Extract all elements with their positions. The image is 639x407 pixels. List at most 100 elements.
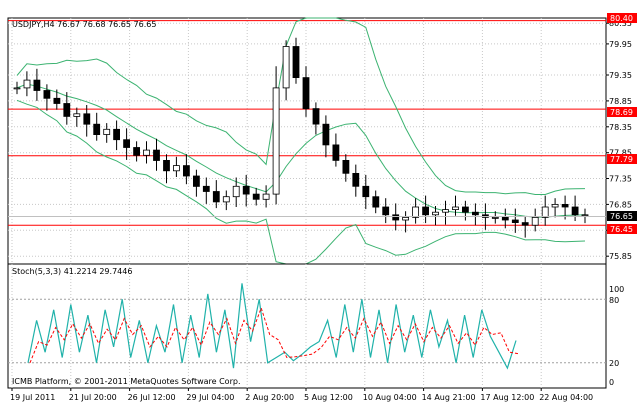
stochastic-signal-line <box>29 306 519 363</box>
svg-text:0: 0 <box>609 378 614 387</box>
candle-body <box>242 185 250 195</box>
stochastic-scale: 100 80 20 0 <box>609 285 624 387</box>
svg-text:76.65: 76.65 <box>610 212 633 221</box>
candle-body <box>73 113 81 117</box>
band-middle <box>16 83 586 218</box>
candle-body <box>252 193 260 200</box>
candle-body <box>83 113 91 125</box>
symbol-header: USDJPY,H4 76.67 76.68 76.65 76.65 <box>12 20 156 29</box>
svg-text:100: 100 <box>609 285 624 294</box>
time-tick-label: 17 Aug 12:00 <box>480 393 534 402</box>
candle-body <box>551 203 559 208</box>
candle-body <box>511 219 519 223</box>
candle-body <box>352 172 360 187</box>
candle-body <box>342 159 350 174</box>
time-tick-label: 14 Aug 21:00 <box>422 393 476 402</box>
candle-body <box>53 97 61 104</box>
candle-body <box>262 193 270 200</box>
candle-body <box>521 222 529 226</box>
candle-body <box>571 206 579 216</box>
candle-body <box>501 216 509 221</box>
candle-body <box>531 216 539 226</box>
price-tick-label: 78.85 <box>609 97 632 106</box>
candle-body <box>222 196 230 203</box>
candle-body <box>153 149 160 161</box>
candle-body <box>292 46 300 79</box>
price-tick-label: 77.85 <box>609 149 632 158</box>
candle-body <box>282 46 290 89</box>
candle-body <box>272 87 280 195</box>
svg-text:76.45: 76.45 <box>610 225 633 234</box>
candle-body <box>202 185 210 192</box>
candle-body <box>302 77 310 110</box>
price-tick-label: 78.35 <box>609 123 632 132</box>
price-tick-label: 79.35 <box>609 71 632 80</box>
candle-body <box>362 185 370 198</box>
time-tick-label: 10 Aug 04:00 <box>363 393 417 402</box>
candle-body <box>163 159 170 172</box>
candle-body <box>312 108 320 125</box>
candle-body <box>212 191 220 203</box>
time-tick-label: 19 Jul 2011 <box>10 393 55 402</box>
candle-body <box>33 79 41 91</box>
candle-body <box>43 90 51 99</box>
time-tick-label: 21 Jul 20:00 <box>69 393 117 402</box>
stochastic-main-line <box>27 283 517 370</box>
price-marker-l3: 76.45 <box>607 224 637 234</box>
candle-body <box>432 211 439 216</box>
svg-text:77.79: 77.79 <box>610 155 633 164</box>
candle-body <box>452 206 459 210</box>
price-marker-l2: 77.79 <box>607 154 637 164</box>
price-tick-label: 77.35 <box>609 175 632 184</box>
main-chart-panel[interactable] <box>7 17 607 265</box>
time-tick-label: 26 Jul 12:00 <box>128 393 176 402</box>
candle-body <box>392 214 400 221</box>
candle-body <box>561 203 569 208</box>
candle-body <box>491 216 499 219</box>
svg-text:80.40: 80.40 <box>610 14 633 23</box>
price-tick-label: 79.95 <box>609 40 632 49</box>
time-axis: 19 Jul 2011 21 Jul 20:00 26 Jul 12:00 29 Ju… <box>10 388 593 402</box>
price-tick-label: 80.35 <box>609 19 632 28</box>
candle-body <box>93 123 101 135</box>
horizontal-level-lines <box>8 20 606 226</box>
candle-body <box>402 216 410 221</box>
candle-body <box>471 211 479 216</box>
copyright-text: ICMB Platform, © 2001-2011 MetaQuotes So… <box>12 377 241 386</box>
candle-body <box>382 206 390 216</box>
candle-body <box>182 165 190 177</box>
stochastic-panel[interactable] <box>7 263 607 389</box>
svg-text:78.69: 78.69 <box>610 108 633 117</box>
band-upper <box>16 17 586 195</box>
time-tick-label: 29 Jul 04:00 <box>186 393 234 402</box>
time-tick-label: 5 Aug 12:00 <box>304 393 353 402</box>
candle-body <box>442 209 449 213</box>
svg-text:20: 20 <box>609 359 619 368</box>
candle-body <box>103 128 111 135</box>
candle-body <box>63 103 71 117</box>
candle-body <box>192 175 200 187</box>
candle-body <box>133 147 141 156</box>
candle-body <box>143 149 150 156</box>
candle-body <box>232 185 240 198</box>
price-marker-top: 80.40 <box>607 13 637 23</box>
candle-body <box>113 128 120 141</box>
price-marker-current: 76.65 <box>607 211 637 221</box>
candle-body <box>322 123 330 146</box>
candle-body <box>541 206 549 218</box>
candle-body <box>412 206 420 218</box>
candle-body <box>23 79 31 89</box>
price-tick-label: 75.85 <box>609 252 632 261</box>
candle-body <box>13 87 21 90</box>
price-marker-l1: 78.69 <box>607 107 637 117</box>
candle-body <box>332 144 340 161</box>
candle-body <box>581 214 589 217</box>
candle-body <box>123 139 130 148</box>
candle-body <box>372 196 380 208</box>
candle-body <box>172 165 180 172</box>
time-tick-label: 2 Aug 20:00 <box>245 393 294 402</box>
candle-body <box>422 206 430 216</box>
stochastic-header: Stoch(5,3,3) 41.2214 29.7446 <box>12 267 132 276</box>
price-tick-label: 76.85 <box>609 200 632 209</box>
